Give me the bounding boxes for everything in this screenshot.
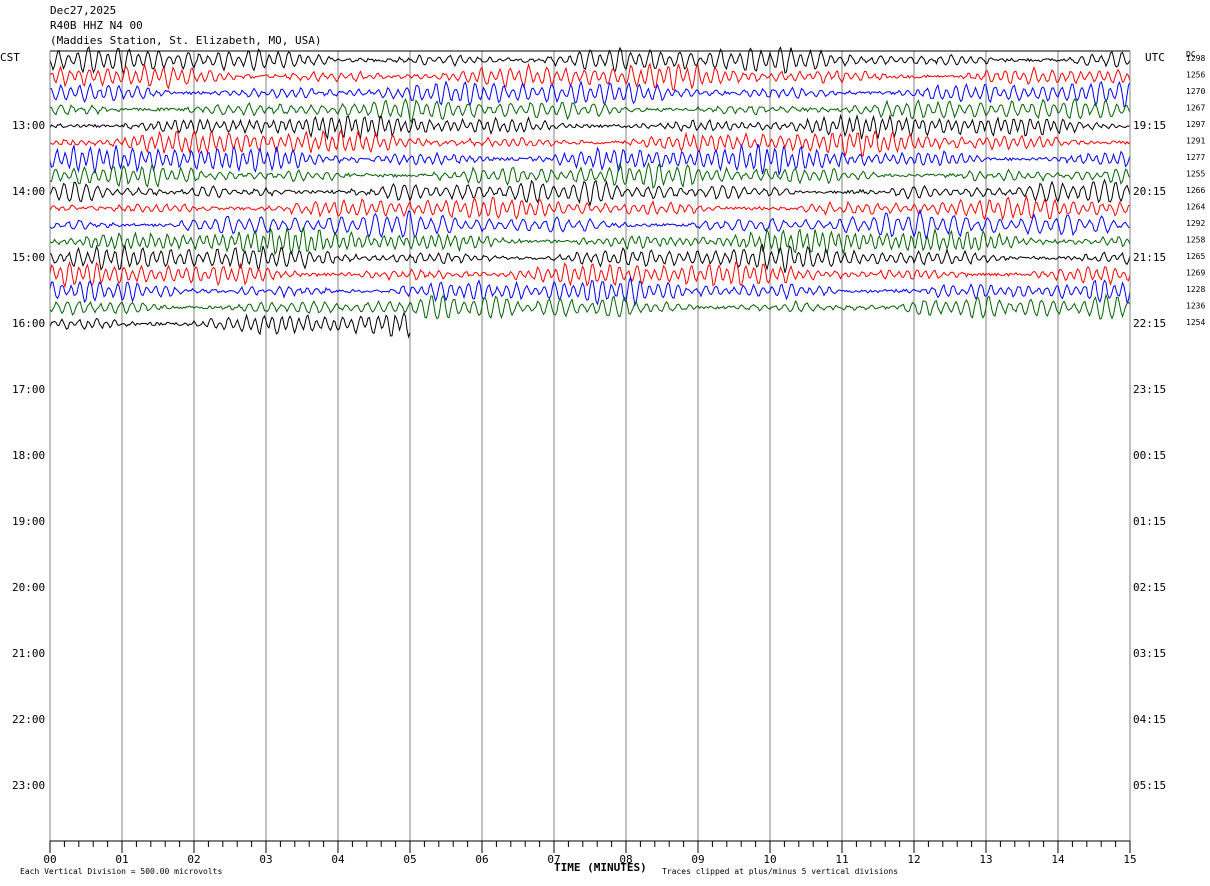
x-tick-label: 04 bbox=[331, 853, 345, 866]
dc-offset-label: 1258 bbox=[1186, 236, 1205, 245]
dc-offset-label: 1277 bbox=[1186, 153, 1205, 162]
x-tick-label: 08 bbox=[619, 853, 632, 866]
dc-offset-label: 1297 bbox=[1186, 120, 1205, 129]
x-tick-label: 14 bbox=[1051, 853, 1065, 866]
right-hour-label: 22:15 bbox=[1133, 317, 1166, 330]
x-tick-label: 11 bbox=[835, 853, 848, 866]
seismic-trace-line bbox=[49, 194, 1131, 221]
seismic-trace-line bbox=[49, 178, 1131, 207]
seismic-trace-line bbox=[49, 98, 1131, 124]
dc-offset-label: 1236 bbox=[1186, 302, 1205, 311]
seismic-trace-line bbox=[49, 113, 1131, 141]
x-tick-label: 15 bbox=[1123, 853, 1136, 866]
left-hour-label: 13:00 bbox=[12, 119, 45, 132]
right-hour-label: 02:15 bbox=[1133, 581, 1166, 594]
seismic-trace-line bbox=[49, 276, 1131, 307]
x-tick-label: 10 bbox=[763, 853, 776, 866]
seismic-trace-line bbox=[49, 243, 1131, 273]
dc-offset-label: 1256 bbox=[1186, 71, 1205, 80]
x-tick-label: 05 bbox=[403, 853, 416, 866]
dc-offset-label: 1292 bbox=[1186, 219, 1205, 228]
left-hour-label: 15:00 bbox=[12, 251, 45, 264]
seismic-trace-line bbox=[49, 208, 1131, 240]
x-tick-label: 09 bbox=[691, 853, 704, 866]
dc-offset-label: 1298 bbox=[1186, 54, 1205, 63]
clip-note: Traces clipped at plus/minus 5 vertical … bbox=[662, 867, 899, 876]
seismic-trace-line bbox=[49, 80, 1131, 108]
x-tick-label: 07 bbox=[547, 853, 560, 866]
right-hour-label: 20:15 bbox=[1133, 185, 1166, 198]
minute-grid bbox=[121, 51, 1059, 841]
left-timezone-label: CST bbox=[0, 51, 20, 64]
dc-offset-label: 1266 bbox=[1186, 186, 1205, 195]
dc-offset-label: 1264 bbox=[1186, 203, 1205, 212]
left-hour-label: 14:00 bbox=[12, 185, 45, 198]
plot-date: Dec27,2025 bbox=[50, 4, 117, 17]
seismic-traces bbox=[49, 45, 1131, 339]
left-hour-label: 18:00 bbox=[12, 449, 45, 462]
x-tick-label: 02 bbox=[187, 853, 200, 866]
x-tick-label: 12 bbox=[907, 853, 920, 866]
seismic-trace-line bbox=[49, 226, 1131, 256]
x-tick-label: 06 bbox=[475, 853, 488, 866]
dc-offset-label: 1228 bbox=[1186, 285, 1205, 294]
seismic-trace-line bbox=[49, 143, 1131, 177]
right-hour-label: 19:15 bbox=[1133, 119, 1166, 132]
left-hour-label: 22:00 bbox=[12, 713, 45, 726]
seismic-trace-line bbox=[49, 311, 411, 339]
x-tick-label: 03 bbox=[259, 853, 272, 866]
left-hour-label: 16:00 bbox=[12, 317, 45, 330]
seismic-trace-line bbox=[49, 129, 1131, 158]
plot-channel: R40B HHZ N4 00 bbox=[50, 19, 143, 32]
plot-station: (Maddies Station, St. Elizabeth, MO, USA… bbox=[50, 34, 322, 47]
x-tick-label: 00 bbox=[43, 853, 56, 866]
seismic-trace-line bbox=[49, 62, 1131, 91]
right-hour-label: 23:15 bbox=[1133, 383, 1166, 396]
dc-offset-label: 1254 bbox=[1186, 318, 1205, 327]
right-hour-label: 03:15 bbox=[1133, 647, 1166, 660]
left-hour-label: 21:00 bbox=[12, 647, 45, 660]
right-hour-label: 05:15 bbox=[1133, 779, 1166, 792]
x-axis-title: TIME (MINUTES) bbox=[554, 861, 647, 874]
right-hour-label: 21:15 bbox=[1133, 251, 1166, 264]
right-timezone-label: UTC bbox=[1145, 51, 1165, 64]
seismic-trace-line bbox=[49, 45, 1131, 75]
seismic-trace-line bbox=[49, 260, 1131, 289]
left-hour-label: 20:00 bbox=[12, 581, 45, 594]
dc-offset-label: 1269 bbox=[1186, 269, 1205, 278]
left-hour-label: 19:00 bbox=[12, 515, 45, 528]
dc-offset-label: 1267 bbox=[1186, 104, 1205, 113]
dc-offset-label: 1265 bbox=[1186, 252, 1205, 261]
left-hour-label: 17:00 bbox=[12, 383, 45, 396]
axis-labels: 00 01 02 03 04 05 06 07 08 09 10 11 12 13 14 15 CST UTC DC… bbox=[0, 50, 1205, 866]
dc-offset-label: 1255 bbox=[1186, 170, 1205, 179]
plot-frame bbox=[49, 50, 1131, 853]
right-hour-label: 01:15 bbox=[1133, 515, 1166, 528]
left-hour-label: 23:00 bbox=[12, 779, 45, 792]
seismic-trace-line bbox=[49, 161, 1131, 190]
right-hour-label: 00:15 bbox=[1133, 449, 1166, 462]
x-tick-label: 01 bbox=[115, 853, 128, 866]
x-tick-label: 13 bbox=[979, 853, 992, 866]
dc-offset-label: 1270 bbox=[1186, 87, 1205, 96]
scale-note: Each Vertical Division = 500.00 microvol… bbox=[20, 867, 223, 876]
right-hour-label: 04:15 bbox=[1133, 713, 1166, 726]
dc-offset-label: 1291 bbox=[1186, 137, 1205, 146]
dc-header-label: DC bbox=[1186, 50, 1196, 59]
seismic-trace-line bbox=[49, 293, 1131, 320]
